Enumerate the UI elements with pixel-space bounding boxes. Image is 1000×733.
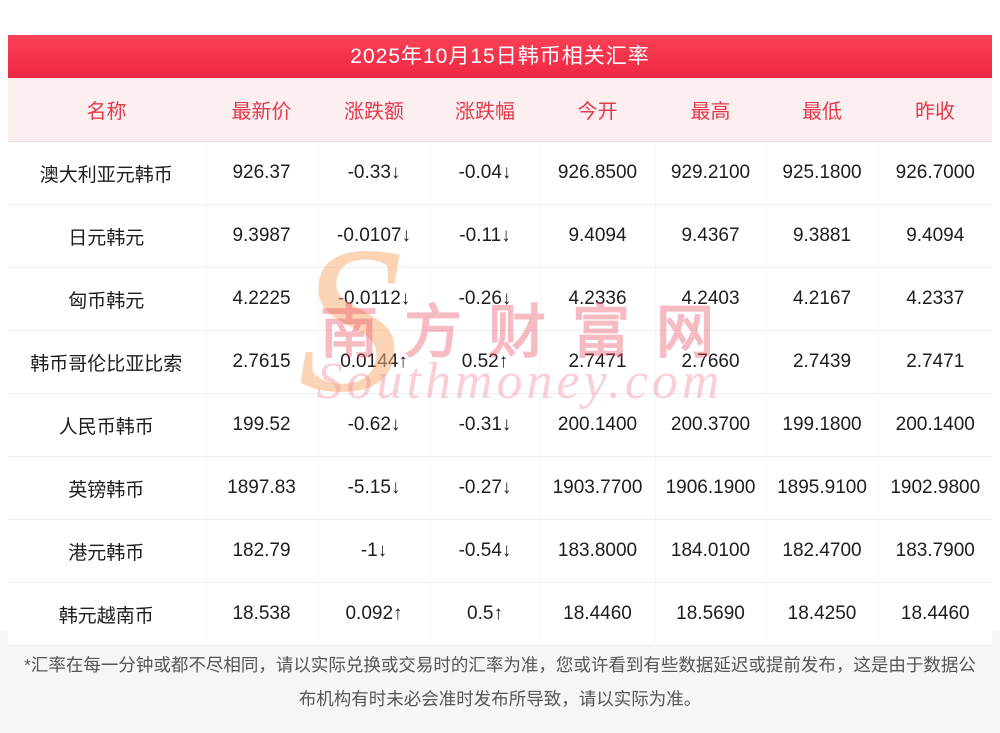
table-row: 日元韩元 9.3987 -0.0107↓ -0.11↓ 9.4094 9.4367 9.38… — [8, 204, 992, 268]
open-cell: 200.1400 — [540, 393, 656, 457]
name-cell: 日元韩元 — [8, 204, 206, 268]
column-header-6: 最低 — [766, 78, 878, 142]
change-amount-cell: 0.0144↑ — [318, 330, 431, 394]
change-percent-cell: 0.52↑ — [430, 330, 541, 394]
change-percent-cell: 0.5↑ — [430, 582, 541, 646]
change-percent-cell: -0.26↓ — [430, 267, 541, 331]
column-header-2: 涨跌额 — [318, 78, 430, 142]
open-cell: 2.7471 — [540, 330, 656, 394]
table-row: 港元韩币 182.79 -1↓ -0.54↓ 183.8000 184.0100 182.4… — [8, 519, 992, 583]
disclaimer-text: *汇率在每一分钟或都不尽相同，请以实际兑换或交易时的汇率为准，您或许看到有些数据… — [24, 655, 976, 709]
change-amount-cell: -0.0107↓ — [318, 204, 431, 268]
page-title: 2025年10月15日韩币相关汇率 — [8, 35, 992, 78]
prev-close-cell: 200.1400 — [878, 393, 992, 457]
rates-page: 2025年10月15日韩币相关汇率 名称 最新价 涨跌额 涨跌幅 今开 最高 最低 昨收 澳大… — [8, 0, 992, 646]
column-header-7: 昨收 — [878, 78, 992, 142]
low-cell: 1895.9100 — [766, 456, 879, 520]
change-percent-cell: -0.27↓ — [430, 456, 541, 520]
low-cell: 925.1800 — [766, 141, 879, 205]
table-row: 韩币哥伦比亚比索 2.7615 0.0144↑ 0.52↑ 2.7471 2.7660 2.… — [8, 330, 992, 394]
latest-price-cell: 182.79 — [205, 519, 319, 583]
latest-price-cell: 4.2225 — [205, 267, 319, 331]
latest-price-cell: 9.3987 — [205, 204, 319, 268]
change-amount-cell: -5.15↓ — [318, 456, 431, 520]
prev-close-cell: 1902.9800 — [878, 456, 992, 520]
open-cell: 183.8000 — [540, 519, 656, 583]
prev-close-cell: 18.4460 — [878, 582, 992, 646]
column-header-0: 名称 — [8, 78, 205, 142]
exchange-rate-table: 名称 最新价 涨跌额 涨跌幅 今开 最高 最低 昨收 澳大利亚元韩币 926.37 -0.33↓ -… — [8, 78, 992, 646]
change-percent-cell: -0.31↓ — [430, 393, 541, 457]
name-cell: 韩币哥伦比亚比索 — [8, 330, 206, 394]
high-cell: 200.3700 — [655, 393, 767, 457]
table-row: 匈币韩元 4.2225 -0.0112↓ -0.26↓ 4.2336 4.2403 4.21… — [8, 267, 992, 331]
low-cell: 18.4250 — [766, 582, 879, 646]
high-cell: 4.2403 — [655, 267, 767, 331]
column-header-1: 最新价 — [205, 78, 318, 142]
low-cell: 9.3881 — [766, 204, 879, 268]
change-amount-cell: -0.33↓ — [318, 141, 431, 205]
high-cell: 929.2100 — [655, 141, 767, 205]
name-cell: 人民币韩币 — [8, 393, 206, 457]
column-header-3: 涨跌幅 — [430, 78, 540, 142]
prev-close-cell: 183.7900 — [878, 519, 992, 583]
open-cell: 4.2336 — [540, 267, 656, 331]
table-row: 英镑韩币 1897.83 -5.15↓ -0.27↓ 1903.7700 1906.190… — [8, 456, 992, 520]
name-cell: 匈币韩元 — [8, 267, 206, 331]
disclaimer-area: *汇率在每一分钟或都不尽相同，请以实际兑换或交易时的汇率为准，您或许看到有些数据… — [0, 631, 1000, 733]
change-percent-cell: -0.54↓ — [430, 519, 541, 583]
change-percent-cell: -0.04↓ — [430, 141, 541, 205]
change-percent-cell: -0.11↓ — [430, 204, 541, 268]
column-header-5: 最高 — [655, 78, 766, 142]
high-cell: 18.5690 — [655, 582, 767, 646]
change-amount-cell: -0.62↓ — [318, 393, 431, 457]
table-row: 韩元越南币 18.538 0.092↑ 0.5↑ 18.4460 18.5690 18.42… — [8, 582, 992, 646]
latest-price-cell: 199.52 — [205, 393, 319, 457]
low-cell: 182.4700 — [766, 519, 879, 583]
open-cell: 926.8500 — [540, 141, 656, 205]
name-cell: 韩元越南币 — [8, 582, 206, 646]
latest-price-cell: 1897.83 — [205, 456, 319, 520]
low-cell: 4.2167 — [766, 267, 879, 331]
open-cell: 9.4094 — [540, 204, 656, 268]
low-cell: 2.7439 — [766, 330, 879, 394]
name-cell: 英镑韩币 — [8, 456, 206, 520]
open-cell: 1903.7700 — [540, 456, 656, 520]
prev-close-cell: 2.7471 — [878, 330, 992, 394]
prev-close-cell: 926.7000 — [878, 141, 992, 205]
table-header-row: 名称 最新价 涨跌额 涨跌幅 今开 最高 最低 昨收 — [8, 78, 992, 142]
latest-price-cell: 926.37 — [205, 141, 319, 205]
change-amount-cell: -1↓ — [318, 519, 431, 583]
open-cell: 18.4460 — [540, 582, 656, 646]
high-cell: 1906.1900 — [655, 456, 767, 520]
prev-close-cell: 4.2337 — [878, 267, 992, 331]
column-header-4: 今开 — [540, 78, 655, 142]
latest-price-cell: 2.7615 — [205, 330, 319, 394]
name-cell: 港元韩币 — [8, 519, 206, 583]
low-cell: 199.1800 — [766, 393, 879, 457]
prev-close-cell: 9.4094 — [878, 204, 992, 268]
change-amount-cell: 0.092↑ — [318, 582, 431, 646]
high-cell: 184.0100 — [655, 519, 767, 583]
table-row: 澳大利亚元韩币 926.37 -0.33↓ -0.04↓ 926.8500 929.210… — [8, 141, 992, 205]
high-cell: 2.7660 — [655, 330, 767, 394]
high-cell: 9.4367 — [655, 204, 767, 268]
name-cell: 澳大利亚元韩币 — [8, 141, 206, 205]
table-row: 人民币韩币 199.52 -0.62↓ -0.31↓ 200.1400 200.3700 1… — [8, 393, 992, 457]
latest-price-cell: 18.538 — [205, 582, 319, 646]
change-amount-cell: -0.0112↓ — [318, 267, 431, 331]
